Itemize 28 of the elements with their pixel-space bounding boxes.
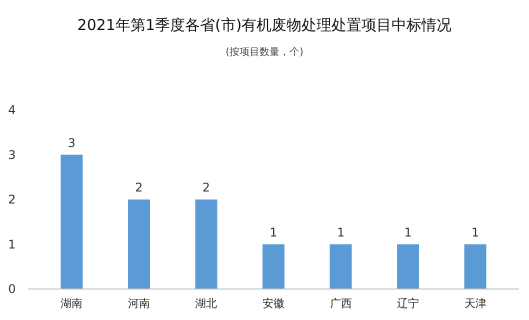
y-tick-label: 3	[8, 148, 16, 162]
y-tick-label: 4	[8, 103, 16, 118]
data-label: 1	[404, 225, 412, 240]
bar	[330, 244, 352, 289]
bar	[464, 244, 486, 289]
y-tick-label: 1	[8, 237, 16, 252]
y-tick-label: 2	[8, 192, 16, 207]
data-label: 1	[336, 225, 345, 240]
x-tick-label: 湖南	[60, 297, 83, 310]
chart-title: 2021年第1季度各省(市)有机废物处理处置项目中标情况	[77, 16, 452, 34]
x-tick-label: 河南	[128, 297, 150, 310]
bar	[195, 200, 218, 289]
x-tick-label: 安徽	[262, 297, 284, 310]
x-tick-label: 广西	[330, 297, 352, 310]
chart-subtitle: (按项目数量，个)	[226, 46, 304, 58]
bar	[128, 200, 150, 289]
data-label: 1	[270, 225, 278, 240]
data-label: 2	[135, 180, 143, 194]
y-tick-label: 0	[8, 282, 16, 296]
data-label: 3	[68, 136, 76, 150]
data-label: 2	[202, 180, 210, 194]
x-tick-label: 辽宁	[397, 297, 420, 310]
bar	[397, 244, 420, 289]
x-tick-label: 湖北	[195, 297, 218, 310]
bar	[262, 244, 284, 289]
x-tick-label: 天津	[464, 297, 486, 310]
data-label: 1	[471, 225, 480, 240]
bar	[60, 154, 83, 289]
